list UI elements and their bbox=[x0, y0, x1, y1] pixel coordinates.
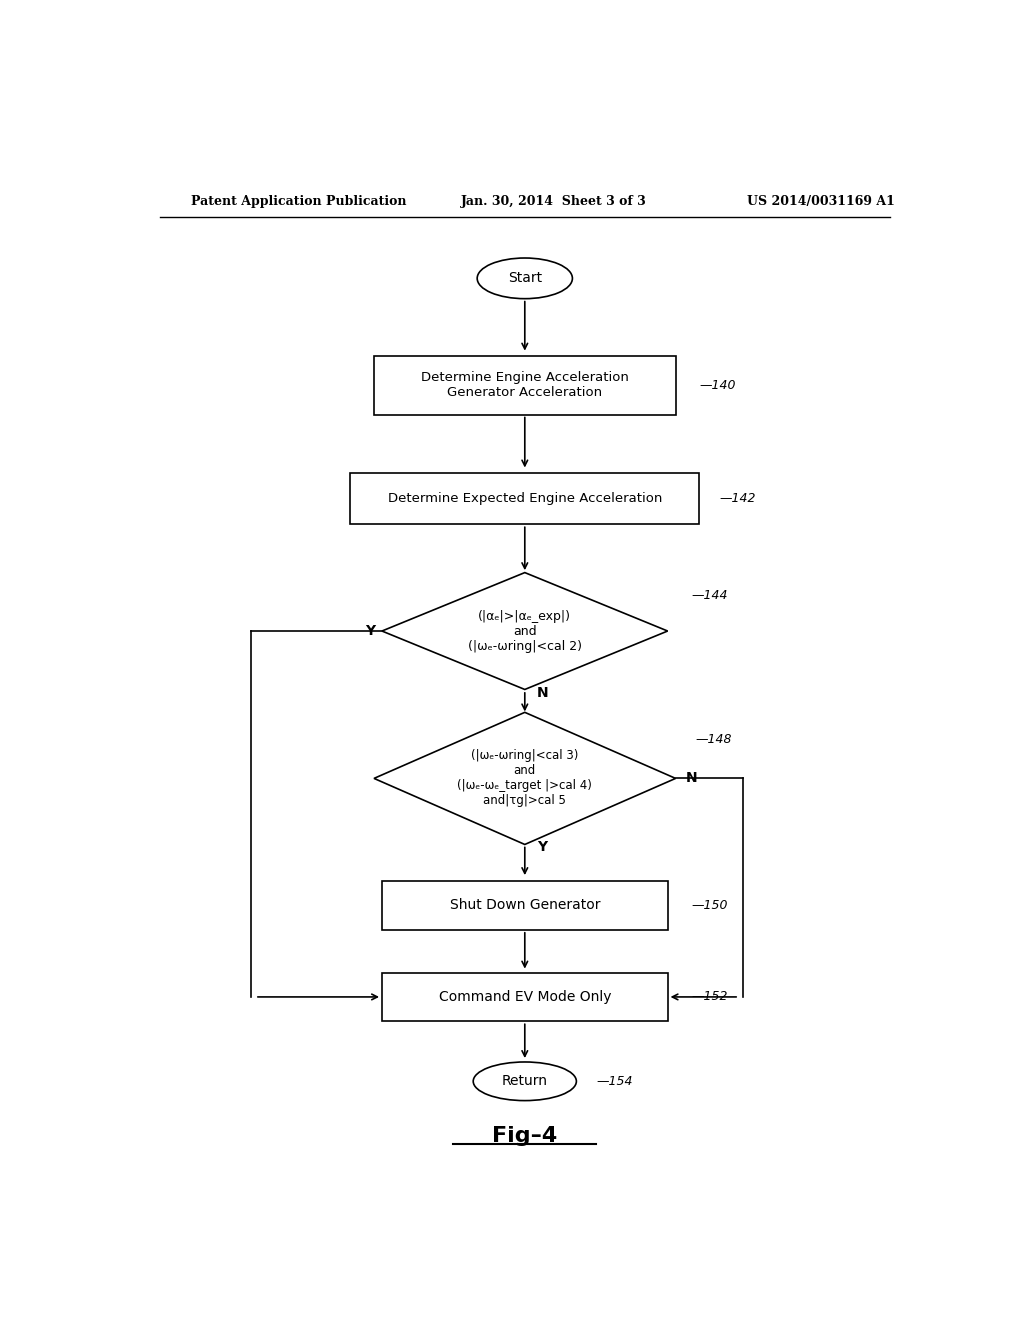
Text: —154: —154 bbox=[596, 1074, 633, 1088]
Text: Patent Application Publication: Patent Application Publication bbox=[191, 194, 407, 207]
Polygon shape bbox=[374, 713, 676, 845]
Text: Fig–4: Fig–4 bbox=[493, 1126, 557, 1146]
Text: Return: Return bbox=[502, 1074, 548, 1088]
FancyBboxPatch shape bbox=[382, 880, 668, 929]
Ellipse shape bbox=[473, 1063, 577, 1101]
Text: Determine Expected Engine Acceleration: Determine Expected Engine Acceleration bbox=[388, 492, 662, 506]
Text: N: N bbox=[686, 771, 697, 785]
Text: Y: Y bbox=[365, 624, 375, 638]
Text: —140: —140 bbox=[699, 379, 736, 392]
Text: —150: —150 bbox=[691, 899, 728, 912]
Text: —144: —144 bbox=[691, 589, 728, 602]
Text: US 2014/0031169 A1: US 2014/0031169 A1 bbox=[748, 194, 895, 207]
Text: Y: Y bbox=[538, 840, 547, 854]
Text: —152: —152 bbox=[691, 990, 728, 1003]
Text: —148: —148 bbox=[695, 734, 732, 746]
FancyBboxPatch shape bbox=[382, 973, 668, 1022]
Text: Shut Down Generator: Shut Down Generator bbox=[450, 899, 600, 912]
Text: (|ωₑ-ωring|<cal 3)
and
(|ωₑ-ωₑ_target |>cal 4)
and|τg|>cal 5: (|ωₑ-ωring|<cal 3) and (|ωₑ-ωₑ_target |>… bbox=[458, 750, 592, 808]
FancyBboxPatch shape bbox=[374, 355, 676, 414]
Polygon shape bbox=[382, 573, 668, 689]
Text: Jan. 30, 2014  Sheet 3 of 3: Jan. 30, 2014 Sheet 3 of 3 bbox=[461, 194, 647, 207]
Text: Command EV Mode Only: Command EV Mode Only bbox=[438, 990, 611, 1005]
Text: Determine Engine Acceleration
Generator Acceleration: Determine Engine Acceleration Generator … bbox=[421, 371, 629, 399]
Text: —142: —142 bbox=[719, 492, 756, 506]
Text: N: N bbox=[537, 686, 548, 700]
Ellipse shape bbox=[477, 257, 572, 298]
Text: (|αₑ|>|αₑ_exp|)
and
(|ωₑ-ωring|<cal 2): (|αₑ|>|αₑ_exp|) and (|ωₑ-ωring|<cal 2) bbox=[468, 610, 582, 652]
FancyBboxPatch shape bbox=[350, 474, 699, 524]
Text: Start: Start bbox=[508, 272, 542, 285]
